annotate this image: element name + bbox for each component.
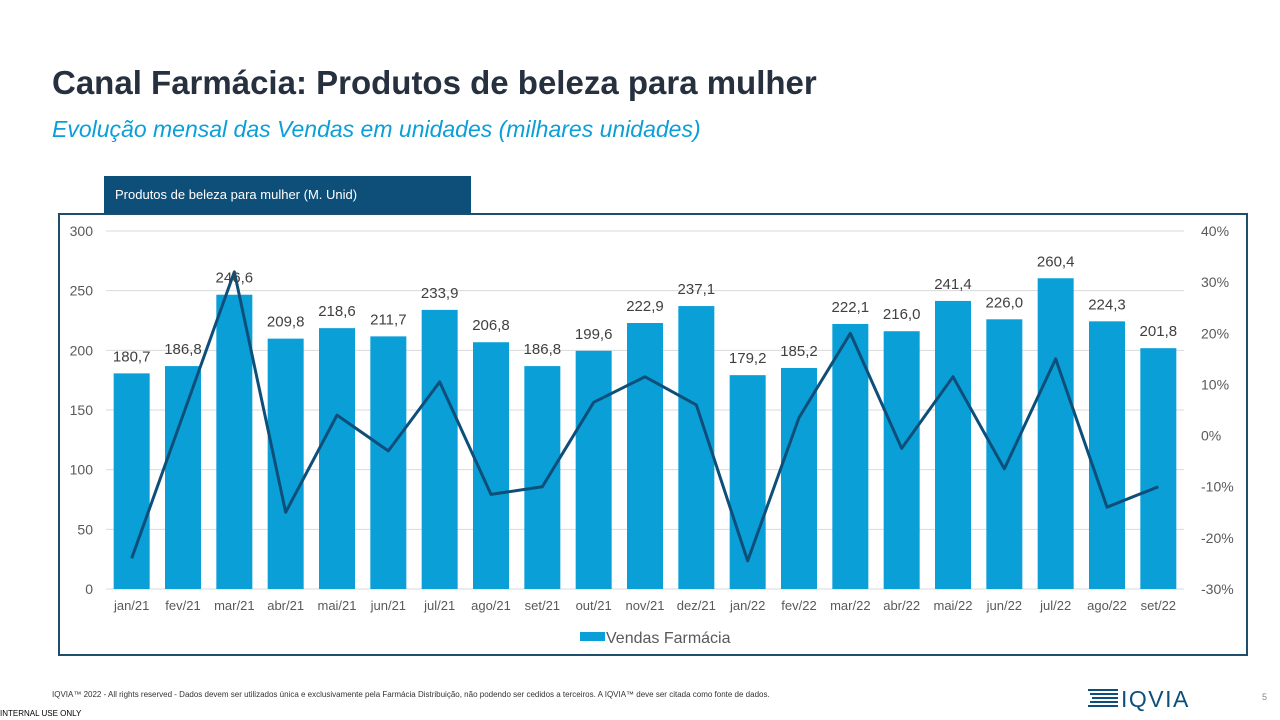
x-tick-label: set/22: [1141, 598, 1176, 613]
bar: [729, 375, 766, 589]
bar: [832, 323, 869, 589]
bar: [267, 338, 304, 589]
data-label: 226,0: [986, 294, 1024, 311]
bar: [781, 367, 817, 589]
x-tick-label: out/21: [576, 598, 612, 613]
page-number: 5: [1262, 692, 1268, 702]
data-label: 186,8: [164, 341, 202, 358]
data-label: 201,8: [1140, 323, 1178, 340]
bar: [627, 323, 663, 589]
y-right-tick-label: 0%: [1201, 428, 1221, 444]
bar: [319, 328, 355, 589]
data-label: 260,4: [1037, 253, 1075, 270]
bar: [935, 300, 971, 589]
y-left-tick-label: 0: [85, 581, 93, 597]
legend-label: Vendas Farmácia: [606, 630, 731, 647]
bar: [421, 309, 458, 589]
x-tick-label: jan/21: [113, 598, 149, 613]
bar: [216, 294, 253, 589]
y-right-tick-label: -30%: [1201, 581, 1234, 597]
x-tick-label: fev/21: [165, 598, 200, 613]
growth-line: [130, 270, 1159, 563]
iqvia-logo: IQVIA: [1088, 686, 1190, 712]
data-label: 180,7: [113, 348, 151, 365]
y-left-tick-label: 50: [77, 521, 93, 537]
data-label: 185,2: [780, 343, 818, 360]
y-right-tick-label: 30%: [1201, 274, 1229, 290]
y-right-tick-label: 20%: [1201, 325, 1229, 341]
data-label: 224,3: [1088, 296, 1126, 313]
bar: [370, 336, 407, 589]
data-label: 199,6: [575, 326, 613, 343]
y-left-tick-label: 200: [70, 342, 94, 358]
legend-swatch: [580, 632, 605, 641]
bar: [1037, 278, 1074, 589]
chart-frame: [58, 213, 1248, 656]
internal-use-label: INTERNAL USE ONLY: [0, 709, 82, 718]
y-left-tick-label: 250: [70, 283, 94, 299]
x-tick-label: mar/22: [830, 598, 870, 613]
bar: [1089, 321, 1125, 589]
x-tick-label: abr/21: [267, 598, 304, 613]
data-label: 222,9: [626, 298, 664, 315]
copyright-notice: IQVIA™ 2022 - All rights reserved - Dado…: [52, 690, 770, 699]
y-left-tick-label: 300: [70, 223, 94, 239]
x-tick-label: ago/22: [1087, 598, 1127, 613]
bar: [165, 366, 201, 589]
chart-tab-label: Produtos de beleza para mulher (M. Unid): [104, 176, 471, 213]
logo-stripes-icon: [1088, 689, 1118, 707]
bar: [883, 331, 920, 589]
x-tick-label: jun/21: [370, 598, 406, 613]
data-label: 216,0: [883, 306, 921, 323]
data-label: 211,7: [370, 311, 406, 328]
data-label: 241,4: [934, 276, 972, 293]
page-title: Canal Farmácia: Produtos de beleza para …: [52, 64, 817, 101]
x-tick-label: jul/22: [1039, 598, 1071, 613]
x-tick-label: fev/22: [781, 598, 816, 613]
x-tick-label: abr/22: [883, 598, 920, 613]
data-label: 206,8: [472, 317, 510, 334]
data-label: 246,6: [216, 270, 254, 287]
y-right-tick-label: -20%: [1201, 530, 1234, 546]
data-label: 218,6: [318, 303, 356, 320]
data-label: 233,9: [421, 285, 459, 302]
bar: [113, 373, 150, 589]
y-right-tick-label: -10%: [1201, 479, 1234, 495]
y-right-tick-label: 10%: [1201, 376, 1229, 392]
bar: [986, 319, 1023, 589]
x-tick-label: jan/22: [729, 598, 765, 613]
x-tick-label: mai/21: [317, 598, 356, 613]
y-left-tick-label: 150: [70, 402, 94, 418]
x-tick-label: mar/21: [214, 598, 254, 613]
y-right-tick-label: 40%: [1201, 223, 1229, 239]
data-label: 186,8: [524, 341, 562, 358]
x-tick-label: nov/21: [625, 598, 664, 613]
data-label: 222,1: [832, 299, 870, 316]
x-tick-label: jun/22: [986, 598, 1022, 613]
x-tick-label: set/21: [525, 598, 560, 613]
bar: [1140, 348, 1177, 589]
x-tick-label: dez/21: [677, 598, 716, 613]
y-left-tick-label: 100: [70, 462, 94, 478]
data-label: 179,2: [729, 350, 767, 367]
logo-text: IQVIA: [1121, 686, 1190, 712]
data-label: 237,1: [678, 281, 716, 298]
x-tick-label: ago/21: [471, 598, 511, 613]
bar: [678, 306, 715, 589]
data-label: 209,8: [267, 314, 305, 331]
bar: [575, 350, 612, 589]
x-tick-label: jul/21: [423, 598, 455, 613]
x-tick-label: mai/22: [933, 598, 972, 613]
page-subtitle: Evolução mensal das Vendas em unidades (…: [52, 116, 701, 142]
bar: [524, 366, 561, 589]
